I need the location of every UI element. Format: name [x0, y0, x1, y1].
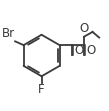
Text: O: O: [86, 44, 96, 57]
Text: O: O: [79, 22, 88, 35]
Text: O: O: [74, 44, 83, 57]
Text: Br: Br: [2, 27, 15, 40]
Text: F: F: [38, 83, 45, 96]
